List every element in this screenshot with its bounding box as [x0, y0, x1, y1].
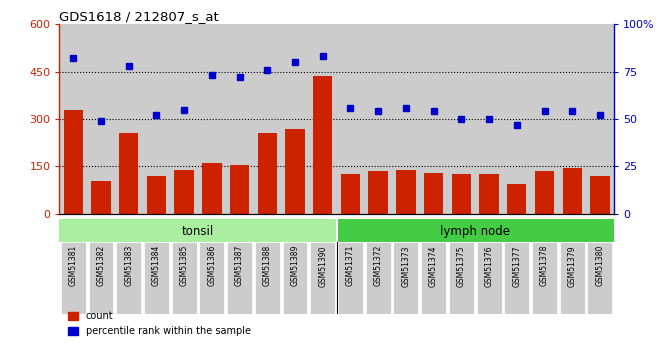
Bar	[337, 24, 364, 214]
Bar	[282, 241, 308, 314]
Bar	[202, 163, 222, 214]
Bar	[147, 176, 166, 214]
Bar	[91, 181, 111, 214]
Bar	[364, 24, 392, 214]
Bar	[479, 174, 499, 214]
Text: tonsil: tonsil	[182, 225, 214, 238]
Bar	[144, 241, 169, 314]
Bar	[586, 24, 614, 214]
Bar	[226, 24, 253, 214]
Text: GSM51378: GSM51378	[540, 245, 549, 286]
Text: GSM51371: GSM51371	[346, 245, 355, 286]
Bar	[451, 174, 471, 214]
Bar	[172, 241, 197, 314]
Text: GSM51385: GSM51385	[180, 245, 189, 286]
Bar	[143, 24, 170, 214]
Bar	[396, 170, 416, 214]
Text: GSM51373: GSM51373	[401, 245, 411, 287]
Bar	[88, 241, 114, 314]
Bar	[257, 133, 277, 214]
Bar	[503, 24, 531, 214]
Bar	[424, 173, 444, 214]
Bar	[87, 24, 115, 214]
Text: GSM51384: GSM51384	[152, 245, 161, 286]
Bar	[507, 184, 527, 214]
Bar	[310, 241, 335, 314]
Text: GSM51390: GSM51390	[318, 245, 327, 287]
Bar	[115, 24, 143, 214]
Bar	[532, 241, 557, 314]
Bar	[477, 241, 502, 314]
Bar	[59, 219, 337, 243]
Bar	[198, 24, 226, 214]
Bar	[368, 171, 388, 214]
Bar	[174, 170, 194, 214]
Bar	[63, 109, 83, 214]
Text: GSM51379: GSM51379	[568, 245, 577, 287]
Text: GSM51382: GSM51382	[96, 245, 106, 286]
Text: GSM51383: GSM51383	[124, 245, 133, 286]
Text: GSM51388: GSM51388	[263, 245, 272, 286]
Bar	[281, 24, 309, 214]
Bar	[341, 174, 360, 214]
Bar	[449, 241, 474, 314]
Text: GSM51380: GSM51380	[595, 245, 605, 286]
Bar	[562, 168, 582, 214]
Bar	[366, 241, 391, 314]
Bar	[61, 241, 86, 314]
Bar	[535, 171, 554, 214]
Bar	[392, 24, 420, 214]
Bar	[59, 24, 87, 214]
Bar	[421, 241, 446, 314]
Text: GSM51377: GSM51377	[512, 245, 521, 287]
Bar	[560, 241, 585, 314]
Text: GSM51389: GSM51389	[290, 245, 300, 286]
Bar	[558, 24, 586, 214]
Bar	[285, 128, 305, 214]
Bar	[199, 241, 224, 314]
Text: GDS1618 / 212807_s_at: GDS1618 / 212807_s_at	[59, 10, 219, 23]
Bar	[587, 241, 612, 314]
Text: GSM51376: GSM51376	[484, 245, 494, 287]
Bar	[253, 24, 281, 214]
Bar	[338, 241, 363, 314]
Bar	[313, 76, 333, 214]
Bar	[309, 24, 337, 214]
Bar	[119, 133, 139, 214]
Text: GSM51387: GSM51387	[235, 245, 244, 286]
Bar	[393, 241, 418, 314]
Text: GSM51374: GSM51374	[429, 245, 438, 287]
Bar	[475, 24, 503, 214]
Bar	[447, 24, 475, 214]
Bar	[420, 24, 447, 214]
Bar	[504, 241, 529, 314]
Text: GSM51381: GSM51381	[69, 245, 78, 286]
Bar	[337, 219, 628, 243]
Text: GSM51372: GSM51372	[374, 245, 383, 286]
Text: lymph node: lymph node	[440, 225, 510, 238]
Bar	[116, 241, 141, 314]
Bar	[230, 165, 249, 214]
Bar	[227, 241, 252, 314]
Legend: count, percentile rank within the sample: count, percentile rank within the sample	[64, 307, 255, 340]
Bar	[590, 176, 610, 214]
Text: GSM51386: GSM51386	[207, 245, 216, 286]
Bar	[531, 24, 558, 214]
Bar	[170, 24, 198, 214]
Text: GSM51375: GSM51375	[457, 245, 466, 287]
Bar	[255, 241, 280, 314]
